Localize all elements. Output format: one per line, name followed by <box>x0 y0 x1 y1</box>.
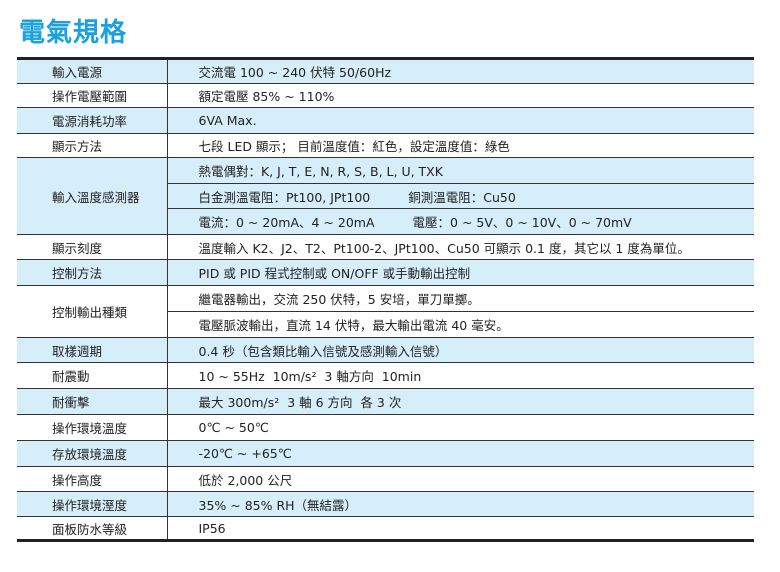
table-row: 電源消耗功率 6VA Max. <box>17 107 754 134</box>
row-label: 操作高度 <box>17 466 168 492</box>
row-label: 耐衝擊 <box>17 388 168 415</box>
table-row: 面板防水等級 IP56 <box>17 516 754 541</box>
row-label: 顯示方法 <box>17 133 168 158</box>
table-row: 耐震動 10 ~ 55Hz 10m/s² 3 軸方向 10min <box>17 362 754 389</box>
row-label: 操作環境溫度 <box>17 414 168 441</box>
rtd-copper: 銅測溫電阻：Cu50 <box>408 189 516 205</box>
row-value: 繼電器輸出，交流 250 伏特，5 安培，單刀單擲。 <box>167 285 754 312</box>
table-row: 控制方法 PID 或 PID 程式控制或 ON/OFF 或手動輸出控制 <box>17 259 754 286</box>
row-value: 熱電偶對：K, J, T, E, N, R, S, B, L, U, TXK <box>167 157 754 184</box>
row-value: IP56 <box>167 516 754 541</box>
table-row: 白金測溫電阻：Pt100, JPt100 銅測溫電阻：Cu50 <box>17 183 754 209</box>
row-label: 輸入溫度感測器 <box>17 157 168 235</box>
row-value: 最大 300m/s² 3 軸 6 方向 各 3 次 <box>167 388 754 415</box>
table-row: 操作高度 低於 2,000 公尺 <box>17 466 754 492</box>
row-value: 溫度輸入 K2、J2、T2、Pt100-2、JPt100、Cu50 可顯示 0.… <box>167 234 754 260</box>
row-label: 操作環境溼度 <box>17 491 168 517</box>
row-value: 白金測溫電阻：Pt100, JPt100 銅測溫電阻：Cu50 <box>167 183 754 209</box>
row-label: 存放環境溫度 <box>17 440 168 467</box>
row-label: 控制方法 <box>17 259 168 286</box>
row-value: 10 ~ 55Hz 10m/s² 3 軸方向 10min <box>167 362 754 389</box>
table-row: 輸入溫度感測器 熱電偶對：K, J, T, E, N, R, S, B, L, U… <box>17 157 754 235</box>
row-label: 操作電壓範圍 <box>17 83 168 108</box>
row-value: 電壓脈波輸出，直流 14 伏特，最大輸出電流 40 毫安。 <box>167 311 754 338</box>
table-row: 輸入電源 交流電 100 ~ 240 伏特 50/60Hz <box>17 58 754 84</box>
row-label: 控制輸出種類 <box>17 285 168 338</box>
table-row: 顯示刻度 溫度輸入 K2、J2、T2、Pt100-2、JPt100、Cu50 可顯… <box>17 234 754 260</box>
table-row: 存放環境溫度 -20℃ ~ +65℃ <box>17 440 754 467</box>
voltage-input: 電壓：0 ~ 5V、0 ~ 10V、0 ~ 70mV <box>412 215 632 230</box>
row-value: 交流電 100 ~ 240 伏特 50/60Hz <box>167 58 754 84</box>
current-input: 電流：0 ~ 20mA、4 ~ 20mA <box>198 215 375 230</box>
row-value: 低於 2,000 公尺 <box>167 466 754 492</box>
row-value: 35% ~ 85% RH（無結露） <box>167 491 754 517</box>
row-label: 耐震動 <box>17 362 168 389</box>
row-value: 電流：0 ~ 20mA、4 ~ 20mA 電壓：0 ~ 5V、0 ~ 10V、0 … <box>167 208 754 235</box>
rtd-platinum: 白金測溫電阻：Pt100, JPt100 <box>198 189 371 205</box>
table-row: 電壓脈波輸出，直流 14 伏特，最大輸出電流 40 毫安。 <box>17 311 754 338</box>
table-row: 顯示方法 七段 LED 顯示； 目前溫度值：紅色，設定溫度值：綠色 <box>17 133 754 158</box>
row-label: 面板防水等級 <box>17 516 168 541</box>
row-label: 電源消耗功率 <box>17 107 168 134</box>
row-value: 額定電壓 85% ~ 110% <box>167 83 754 108</box>
row-value: 七段 LED 顯示； 目前溫度值：紅色，設定溫度值：綠色 <box>167 133 754 158</box>
table-row: 取樣週期 0.4 秒（包含類比輸入信號及感測輸入信號） <box>17 337 754 363</box>
row-value: PID 或 PID 程式控制或 ON/OFF 或手動輸出控制 <box>167 259 754 286</box>
row-value: -20℃ ~ +65℃ <box>167 440 754 467</box>
row-value: 6VA Max. <box>167 107 754 134</box>
row-label: 顯示刻度 <box>17 234 168 260</box>
table-row: 操作電壓範圍 額定電壓 85% ~ 110% <box>17 83 754 108</box>
table-row: 操作環境溼度 35% ~ 85% RH（無結露） <box>17 491 754 517</box>
table-row: 電流：0 ~ 20mA、4 ~ 20mA 電壓：0 ~ 5V、0 ~ 10V、0 … <box>17 208 754 235</box>
row-label: 輸入電源 <box>17 58 168 84</box>
row-value: 0.4 秒（包含類比輸入信號及感測輸入信號） <box>167 337 754 363</box>
row-label: 取樣週期 <box>17 337 168 363</box>
row-value: 0℃ ~ 50℃ <box>167 414 754 441</box>
table-row: 耐衝擊 最大 300m/s² 3 軸 6 方向 各 3 次 <box>17 388 754 415</box>
spec-table: 輸入電源 交流電 100 ~ 240 伏特 50/60Hz 操作電壓範圍 額定電壓 … <box>17 57 754 542</box>
table-row: 操作環境溫度 0℃ ~ 50℃ <box>17 414 754 441</box>
table-row: 控制輸出種類 繼電器輸出，交流 250 伏特，5 安培，單刀單擲。 <box>17 285 754 338</box>
page-title: 電氣規格 <box>19 18 128 48</box>
